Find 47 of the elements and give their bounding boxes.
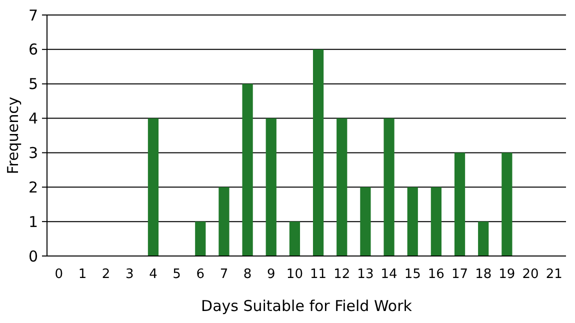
x-tick-label: 4 — [149, 267, 158, 282]
bar — [407, 187, 418, 256]
y-tick-label: 0 — [28, 247, 38, 266]
x-tick-label: 15 — [404, 267, 421, 282]
bar — [218, 187, 230, 256]
bar — [478, 222, 489, 256]
x-tick-label: 1 — [78, 267, 87, 282]
bar — [360, 187, 371, 256]
x-tick-label: 3 — [126, 267, 134, 282]
y-tick-label: 2 — [28, 178, 38, 196]
bar — [454, 152, 466, 256]
x-axis-title: Days Suitable for Field Work — [201, 297, 412, 315]
bar — [195, 222, 206, 256]
bar — [384, 118, 394, 256]
bar — [289, 222, 300, 256]
bar — [430, 187, 442, 256]
bar — [242, 84, 253, 256]
x-tick-label: 16 — [428, 267, 444, 282]
bar — [312, 49, 324, 256]
x-tick-label: 10 — [286, 267, 303, 282]
bar — [502, 152, 512, 256]
y-tick-label: 3 — [28, 144, 38, 162]
bar — [148, 118, 159, 256]
y-tick-label: 7 — [28, 6, 38, 24]
x-tick-label: 17 — [452, 267, 468, 282]
x-tick-label: 7 — [220, 267, 228, 282]
bar — [266, 118, 276, 256]
x-tick-label: 2 — [102, 267, 110, 282]
x-tick-label: 6 — [196, 267, 205, 282]
x-tick-label: 18 — [475, 267, 492, 282]
x-tick-label: 19 — [498, 267, 516, 282]
x-tick-label: 20 — [522, 267, 539, 282]
x-tick-label: 21 — [546, 267, 562, 282]
x-tick-label: 8 — [243, 267, 252, 282]
x-tick-label: 0 — [54, 267, 64, 282]
y-tick-label: 5 — [28, 75, 38, 94]
x-tick-label: 12 — [334, 267, 350, 282]
y-tick-label: 6 — [28, 40, 38, 59]
x-tick-label: 13 — [357, 267, 374, 282]
bar — [336, 118, 348, 256]
y-tick-label: 1 — [28, 212, 38, 231]
y-axis-title: Frequency — [4, 96, 22, 174]
y-tick-label: 4 — [28, 110, 38, 128]
x-tick-label: 11 — [310, 267, 327, 282]
x-tick-label: 14 — [380, 267, 398, 282]
x-tick-label: 5 — [172, 267, 181, 282]
x-tick-label: 9 — [266, 267, 276, 282]
